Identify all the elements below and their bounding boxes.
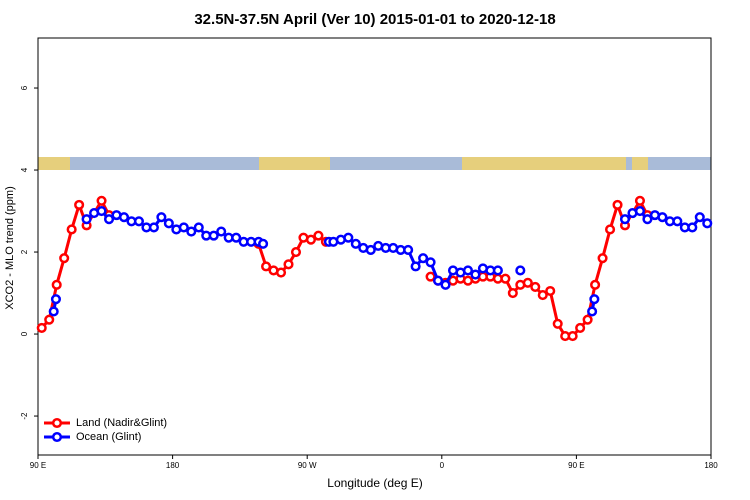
data-point bbox=[365, 244, 376, 256]
data-point bbox=[619, 214, 631, 225]
data-point bbox=[258, 238, 269, 249]
data-point bbox=[433, 275, 444, 286]
data-point bbox=[66, 224, 77, 235]
y-tick-label: 2 bbox=[20, 249, 29, 254]
data-point bbox=[515, 265, 526, 276]
data-point bbox=[537, 290, 548, 301]
land-strip bbox=[38, 157, 70, 170]
data-point bbox=[186, 226, 197, 237]
land-strip bbox=[259, 157, 330, 170]
data-point bbox=[350, 238, 361, 249]
data-point bbox=[163, 218, 174, 229]
x-tick-label: 90 E bbox=[568, 461, 584, 470]
data-point bbox=[410, 261, 421, 272]
data-point bbox=[156, 212, 167, 223]
data-point bbox=[96, 205, 107, 217]
data-point bbox=[545, 285, 556, 297]
data-point bbox=[51, 279, 62, 290]
chart-title: 32.5N-37.5N April (Ver 10) 2015-01-01 to… bbox=[194, 11, 555, 28]
data-point bbox=[74, 199, 85, 210]
data-point bbox=[290, 246, 302, 258]
data-point bbox=[500, 273, 511, 284]
data-point bbox=[48, 306, 59, 317]
y-axis-label: XCO2 - MLO trend (ppm) bbox=[4, 186, 16, 309]
data-point bbox=[418, 253, 429, 264]
data-point bbox=[634, 205, 646, 217]
data-point bbox=[148, 222, 159, 233]
data-point bbox=[118, 212, 130, 223]
data-point bbox=[283, 259, 294, 270]
x-tick-label: 180 bbox=[704, 461, 718, 470]
x-tick-label: 90 W bbox=[298, 461, 317, 470]
data-point bbox=[133, 216, 144, 227]
data-point bbox=[313, 230, 324, 241]
data-point bbox=[275, 267, 287, 278]
data-point bbox=[96, 195, 107, 206]
plot-frame bbox=[37, 37, 712, 456]
data-point bbox=[612, 199, 623, 210]
data-point bbox=[440, 279, 451, 290]
data-point bbox=[530, 281, 541, 292]
data-point bbox=[36, 322, 47, 333]
data-point bbox=[552, 318, 563, 329]
data-point bbox=[462, 265, 474, 276]
x-tick-label: 90 E bbox=[30, 461, 46, 470]
data-point bbox=[193, 222, 204, 233]
data-point bbox=[425, 257, 436, 268]
data-point bbox=[687, 222, 698, 233]
y-tick-label: 6 bbox=[20, 85, 29, 90]
legend-label: Land (Nadir&Glint) bbox=[76, 417, 167, 429]
data-point bbox=[231, 232, 242, 243]
data-point bbox=[425, 271, 436, 282]
data-point bbox=[59, 253, 70, 264]
data-point bbox=[694, 212, 705, 223]
data-point bbox=[634, 195, 646, 206]
data-point bbox=[605, 224, 616, 235]
data-point bbox=[343, 232, 354, 243]
y-tick-label: -2 bbox=[20, 412, 29, 420]
data-point bbox=[522, 277, 533, 288]
x-tick-label: 180 bbox=[166, 461, 180, 470]
data-point bbox=[672, 216, 683, 227]
data-point bbox=[261, 261, 272, 272]
y-tick-label: 4 bbox=[20, 167, 29, 172]
legend-marker bbox=[51, 417, 63, 429]
data-point bbox=[597, 253, 608, 264]
data-point bbox=[702, 218, 713, 229]
data-point bbox=[567, 331, 578, 342]
data-point bbox=[507, 287, 518, 299]
data-point bbox=[103, 214, 115, 225]
data-point bbox=[216, 226, 227, 237]
data-point bbox=[657, 212, 668, 223]
data-point bbox=[590, 279, 601, 290]
land-strip bbox=[632, 157, 648, 170]
data-point bbox=[44, 314, 55, 325]
data-point bbox=[642, 214, 653, 225]
x-tick-label: 0 bbox=[440, 461, 445, 470]
land-strip bbox=[462, 157, 626, 170]
data-point bbox=[587, 306, 598, 317]
data-point bbox=[575, 322, 586, 333]
data-point bbox=[305, 234, 316, 245]
data-point bbox=[470, 269, 481, 280]
y-tick-label: 0 bbox=[20, 331, 29, 336]
land-mask-strip bbox=[38, 157, 711, 170]
data-point bbox=[178, 222, 189, 233]
legend-marker bbox=[51, 431, 63, 443]
data-point bbox=[582, 314, 593, 325]
legend-label: Ocean (Glint) bbox=[76, 431, 141, 443]
data-point bbox=[403, 244, 414, 256]
data-point bbox=[208, 230, 219, 241]
x-axis-label: Longitude (deg E) bbox=[327, 476, 422, 490]
data-point bbox=[50, 294, 61, 305]
data-point bbox=[81, 214, 92, 225]
data-point bbox=[589, 294, 600, 305]
data-point bbox=[492, 265, 503, 276]
